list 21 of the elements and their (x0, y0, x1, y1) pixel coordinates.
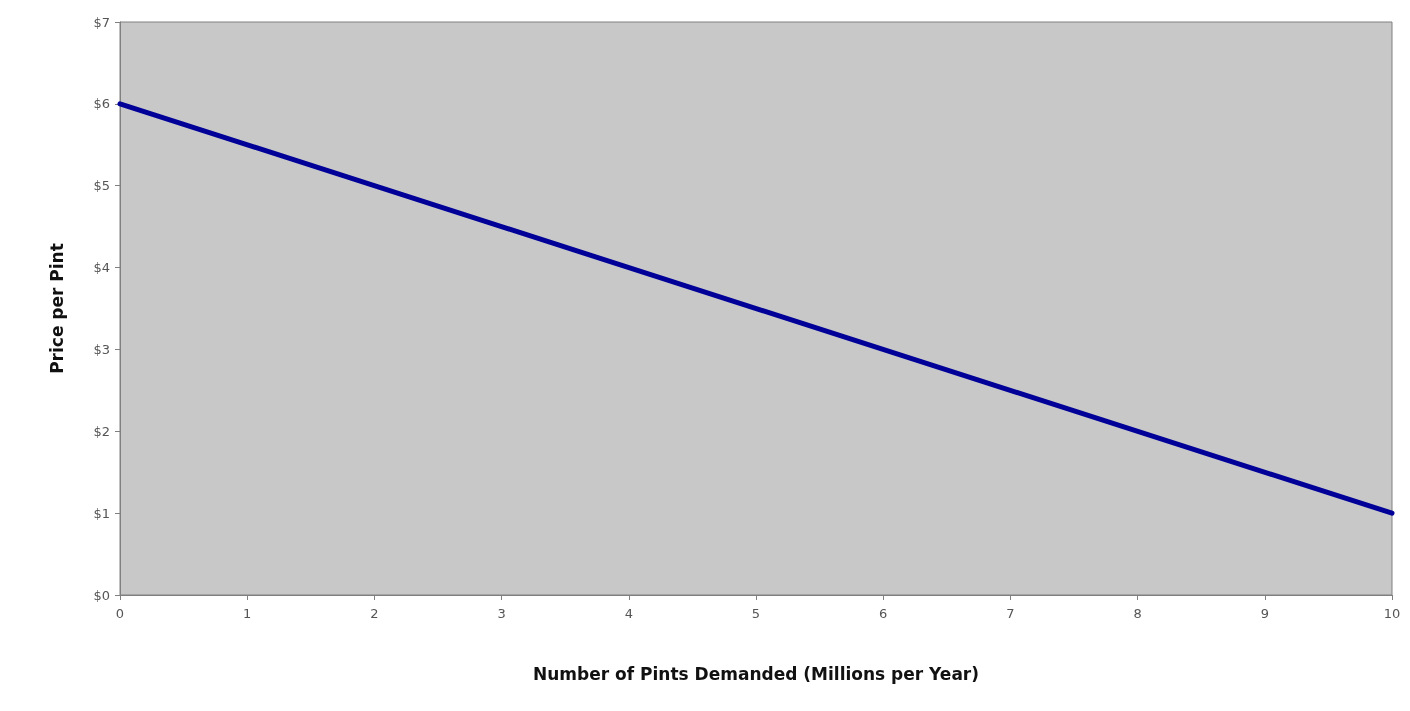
x-axis-title: Number of Pints Demanded (Millions per Year) (532, 663, 980, 684)
x-tick-label: 2 (370, 606, 379, 621)
x-tick-label: 4 (624, 606, 633, 621)
x-tick-label: 5 (751, 606, 761, 621)
y-tick-label: $1 (93, 505, 110, 521)
y-tick-label: $7 (93, 14, 110, 30)
x-tick-label: 6 (879, 606, 888, 621)
y-tick-label: $2 (93, 423, 110, 439)
x-tick-label: 1 (243, 606, 252, 621)
x-tick-label: 10 (1383, 606, 1401, 621)
x-tick-label: 8 (1133, 606, 1142, 621)
y-tick-label: $5 (93, 178, 110, 194)
x-tick-label: 9 (1260, 606, 1269, 621)
y-tick-label: $3 (93, 341, 110, 357)
y-tick-label: $4 (93, 260, 110, 276)
x-tick-label: 7 (1006, 606, 1015, 621)
y-axis-title: Price per Pint (46, 243, 67, 374)
x-tick-label: 3 (497, 606, 506, 621)
y-tick-label: $6 (93, 96, 110, 112)
x-tick-label: 0 (115, 606, 125, 621)
y-tick-label: $0 (93, 587, 110, 603)
